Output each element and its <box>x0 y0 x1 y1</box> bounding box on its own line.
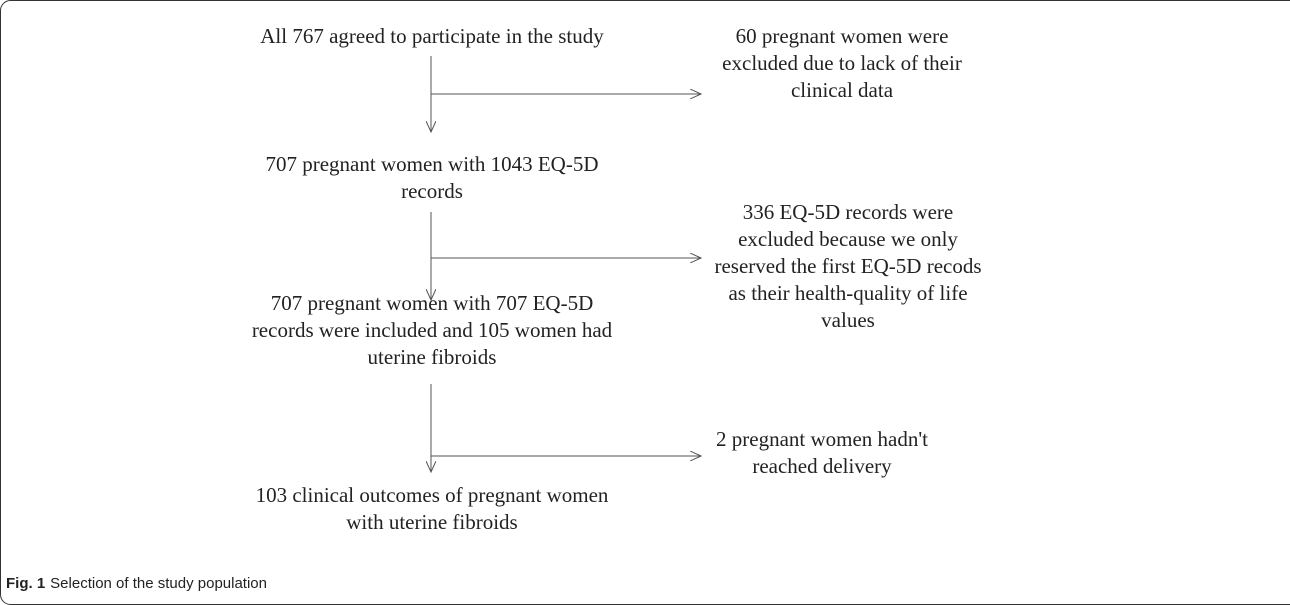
node-text: records <box>401 179 463 203</box>
node-text: 707 pregnant women with 707 EQ-5D <box>271 291 594 315</box>
exclusion-text: reserved the first EQ-5D recods <box>714 254 981 278</box>
exclusion-text: clinical data <box>791 78 894 102</box>
arrows <box>431 56 701 472</box>
caption-text: Selection of the study population <box>50 575 267 592</box>
exclusion-text: excluded due to lack of their <box>722 51 962 75</box>
node-text: All 767 agreed to participate in the stu… <box>260 24 604 48</box>
caption-label: Fig. 1 <box>6 575 45 592</box>
caption: Fig. 1 Selection of the study population <box>6 575 267 592</box>
exclusion-text: as their health-quality of life <box>728 281 967 305</box>
exclusion-text: 336 EQ-5D records were <box>743 200 954 224</box>
exclusion-text: reached delivery <box>752 454 892 478</box>
exclusion-text: 60 pregnant women were <box>736 24 949 48</box>
exclusion-text: 2 pregnant women hadn't <box>716 427 928 451</box>
node-text: 103 clinical outcomes of pregnant women <box>256 483 609 507</box>
node-text: uterine fibroids <box>368 345 497 369</box>
node-text: records were included and 105 women had <box>252 318 613 342</box>
node-text: 707 pregnant women with 1043 EQ-5D <box>265 152 598 176</box>
exclusion-text: excluded because we only <box>738 227 958 251</box>
exclusion-text: values <box>821 308 875 332</box>
node-text: with uterine fibroids <box>346 510 517 534</box>
